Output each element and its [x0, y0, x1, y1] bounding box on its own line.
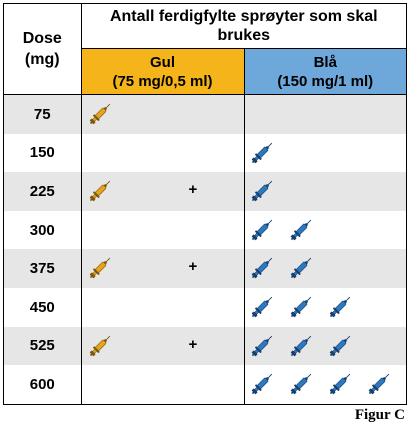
blue-syringe-icon: [286, 331, 316, 361]
blue-syringe-icon: [325, 292, 355, 322]
blue-syringe-icon: [286, 292, 316, 322]
blue-syringe-icon: [247, 331, 277, 361]
yellow-syringe-icon: [85, 253, 115, 283]
dose-table-figure: Dose (mg) Antall ferdigfylte sprøyter so…: [3, 3, 407, 405]
dose-value: 375: [4, 249, 82, 289]
blue-syringe-icon: [247, 138, 277, 168]
dose-value: 600: [4, 365, 82, 404]
blue-syringe-icon: [247, 215, 277, 245]
yellow-syringe-cell: +: [81, 326, 245, 366]
blue-syringe-cell: [244, 94, 407, 134]
dose-row: 300: [4, 210, 406, 250]
dose-row: 450: [4, 288, 406, 327]
blue-syringe-icon: [325, 331, 355, 361]
yellow-syringe-cell: +: [81, 172, 245, 211]
dose-row: 75: [4, 94, 407, 134]
dose-value: 75: [4, 94, 82, 134]
dose-value: 300: [4, 210, 82, 250]
dose-value: 525: [4, 326, 82, 366]
yellow-syringe-icon: [85, 331, 115, 361]
blue-syringe-icon: [247, 292, 277, 322]
blue-syringe-header: Blå (150 mg/1 ml): [244, 48, 407, 95]
blue-syringe-icon: [247, 253, 277, 283]
yellow-syringe-cell: [81, 133, 245, 173]
blue-syringe-icon: [286, 215, 316, 245]
plus-sign: +: [188, 258, 198, 276]
blue-syringe-icon: [364, 369, 394, 399]
yellow-syringe-cell: [81, 288, 245, 327]
plus-sign: +: [188, 181, 198, 199]
blue-syringe-cell: [244, 365, 406, 404]
blue-header-detail: (150 mg/1 ml): [277, 72, 374, 90]
blue-syringe-cell: [244, 326, 407, 366]
yellow-syringe-cell: [81, 94, 245, 134]
yellow-syringe-header: Gul (75 mg/0,5 ml): [81, 48, 245, 95]
dose-value: 450: [4, 288, 82, 327]
blue-header-name: Blå: [313, 53, 337, 71]
dose-table: Dose (mg) Antall ferdigfylte sprøyter so…: [4, 4, 407, 404]
dose-column-header: Dose (mg): [4, 4, 82, 95]
plus-sign: +: [188, 335, 198, 353]
figure-label: Figur C: [354, 407, 405, 423]
yellow-syringe-icon: [85, 99, 115, 129]
yellow-syringe-icon: [85, 176, 115, 206]
dose-row: 375 +: [4, 249, 407, 289]
blue-syringe-icon: [286, 369, 316, 399]
dose-row: 525 +: [4, 326, 407, 366]
blue-syringe-cell: [244, 172, 407, 211]
blue-syringe-icon: [286, 253, 316, 283]
yellow-syringe-cell: [81, 210, 245, 250]
blue-syringe-cell: [244, 288, 406, 327]
dose-value: 150: [4, 133, 82, 173]
dose-row: 225 +: [4, 172, 407, 211]
yellow-syringe-cell: [81, 365, 245, 404]
blue-syringe-cell: [244, 134, 406, 173]
blue-syringe-cell: [244, 249, 407, 289]
dose-row: 600: [4, 365, 406, 404]
blue-syringe-icon: [247, 176, 277, 206]
syringe-count-title: Antall ferdigfylte sprøyter som skal bru…: [81, 4, 407, 49]
yellow-header-detail: (75 mg/0,5 ml): [112, 72, 213, 90]
dose-value: 225: [4, 172, 82, 211]
blue-syringe-cell: [244, 211, 406, 250]
blue-syringe-icon: [325, 369, 355, 399]
blue-syringe-icon: [247, 369, 277, 399]
dose-row: 150: [4, 133, 406, 173]
yellow-header-name: Gul: [150, 53, 175, 71]
yellow-syringe-cell: +: [81, 249, 245, 289]
